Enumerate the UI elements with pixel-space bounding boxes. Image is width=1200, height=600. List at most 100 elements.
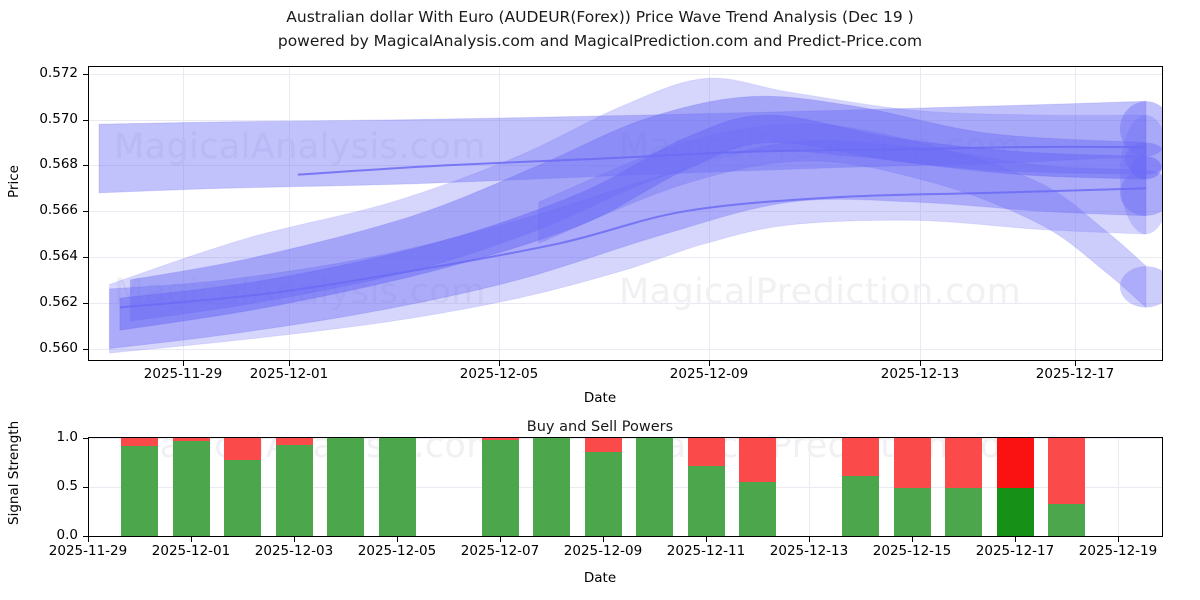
price-y-tick-3: 0.566 (39, 202, 78, 219)
wave-band-endcap-5 (1120, 266, 1162, 308)
price-x-tickmark-2 (499, 361, 500, 366)
sell-power-segment (893, 438, 931, 488)
buy-power-segment (739, 482, 777, 536)
signal-bar[interactable] (893, 438, 931, 536)
price-gridline-h-2 (89, 257, 1162, 258)
signal-bar[interactable] (584, 438, 622, 536)
price-gridline-h-4 (89, 165, 1162, 167)
buy-power-segment (687, 466, 725, 536)
signal-bar[interactable] (996, 438, 1034, 536)
wave-trend-line-0 (297, 145, 1147, 176)
price-x-tickmark-1 (289, 361, 290, 366)
signal-bar[interactable] (275, 438, 313, 536)
price-gridline-v-1 (289, 67, 290, 360)
signal-bar[interactable] (224, 438, 262, 536)
signal-x-tick-6: 2025-12-11 (666, 543, 746, 559)
wave-band-endcap-4 (1130, 156, 1162, 180)
signal-bar[interactable] (121, 438, 159, 536)
price-x-tick-4: 2025-12-13 (880, 366, 960, 382)
signal-x-tick-2: 2025-12-03 (254, 543, 334, 559)
signal-x-tickmark-0 (88, 537, 89, 542)
signal-gridline-v-7 (809, 438, 810, 536)
buy-power-segment (275, 444, 313, 536)
sell-power-segment (842, 438, 880, 477)
signal-x-tickmark-4 (500, 537, 501, 542)
signal-bar[interactable] (1048, 438, 1086, 536)
price-gridline-h-3 (89, 211, 1162, 213)
signal-bar[interactable] (945, 438, 983, 536)
price-y-tickmark-1 (83, 302, 88, 304)
sell-power-segment (1048, 438, 1086, 504)
signal-bar[interactable] (636, 438, 674, 536)
sell-power-segment (224, 438, 262, 460)
price-y-tickmark-5 (83, 119, 88, 121)
wave-band-3 (109, 77, 1147, 354)
wave-band-endcap-0 (1120, 101, 1162, 157)
signal-x-tickmark-9 (1015, 537, 1016, 542)
signal-x-tickmark-2 (294, 537, 295, 542)
signal-bar[interactable] (687, 438, 725, 536)
price-gridline-v-4 (920, 67, 921, 360)
price-y-tickmark-2 (83, 257, 88, 258)
signal-x-tickmark-8 (912, 537, 913, 542)
price-wave-plot-area: MagicalAnalysis.com MagicalPrediction.com… (88, 66, 1163, 361)
price-gridline-h-1 (89, 302, 1162, 304)
signal-gridline-h-1 (89, 487, 1162, 488)
signal-y-tick-1: 0.5 (56, 478, 78, 494)
buy-power-segment (945, 487, 983, 536)
buy-power-segment (378, 438, 416, 536)
price-gridline-v-2 (499, 67, 500, 360)
price-y-tick-0: 0.560 (39, 339, 78, 356)
price-y-tickmark-0 (83, 348, 88, 350)
buy-power-segment (636, 438, 674, 536)
signal-x-tick-8: 2025-12-15 (872, 543, 952, 559)
signal-bar[interactable] (172, 438, 210, 536)
signal-x-tick-1: 2025-12-01 (151, 543, 231, 559)
buy-power-segment (481, 439, 519, 536)
sell-power-segment (945, 438, 983, 488)
buy-power-segment (224, 459, 262, 536)
signal-x-tick-3: 2025-12-05 (357, 543, 437, 559)
signal-x-axis-label: Date (583, 570, 617, 586)
wave-band-5 (538, 123, 1147, 309)
signal-x-tickmark-7 (809, 537, 810, 542)
wave-band-endcap-2 (1120, 170, 1162, 216)
price-wave-bands (98, 77, 1162, 354)
signal-y-tickmark-0 (83, 536, 88, 537)
buy-power-segment (842, 476, 880, 536)
price-x-tick-3: 2025-12-09 (669, 366, 749, 382)
sell-power-segment (481, 438, 519, 440)
price-y-tick-5: 0.570 (39, 110, 78, 127)
signal-bar[interactable] (533, 438, 571, 536)
price-y-tickmark-4 (83, 165, 88, 167)
price-x-tickmark-5 (1075, 361, 1076, 366)
signal-chart-title: Buy and Sell Powers (526, 419, 674, 435)
signal-bar[interactable] (842, 438, 880, 536)
signal-x-tick-10: 2025-12-19 (1078, 543, 1158, 559)
signal-gridline-v-0 (88, 438, 89, 536)
price-x-tick-0: 2025-11-29 (143, 366, 223, 382)
signal-bar[interactable] (481, 438, 519, 536)
signal-x-tick-7: 2025-12-13 (769, 543, 849, 559)
signal-bar[interactable] (327, 438, 365, 536)
price-gridline-h-5 (89, 119, 1162, 121)
buy-sell-plot-area: MagicalAnalysis.com MagicalPrediction.com (88, 437, 1163, 537)
buy-power-segment (172, 440, 210, 536)
sell-power-segment (121, 438, 159, 446)
buy-power-segment (121, 445, 159, 536)
signal-gridline-v-10 (1118, 438, 1119, 536)
signal-x-tickmark-1 (191, 537, 192, 542)
price-y-tick-6: 0.572 (39, 64, 78, 81)
signal-x-tickmark-3 (397, 537, 398, 542)
signal-bar[interactable] (378, 438, 416, 536)
price-gridline-h-6 (89, 73, 1162, 75)
buy-power-segment (893, 487, 931, 536)
sell-power-segment (739, 438, 777, 483)
price-x-axis-label: Date (583, 390, 617, 406)
signal-bar[interactable] (739, 438, 777, 536)
sell-power-segment (172, 438, 210, 441)
wave-trend-line-1 (119, 187, 1147, 309)
price-y-tickmark-3 (83, 211, 88, 213)
signal-y-tick-0: 0.0 (56, 527, 78, 543)
